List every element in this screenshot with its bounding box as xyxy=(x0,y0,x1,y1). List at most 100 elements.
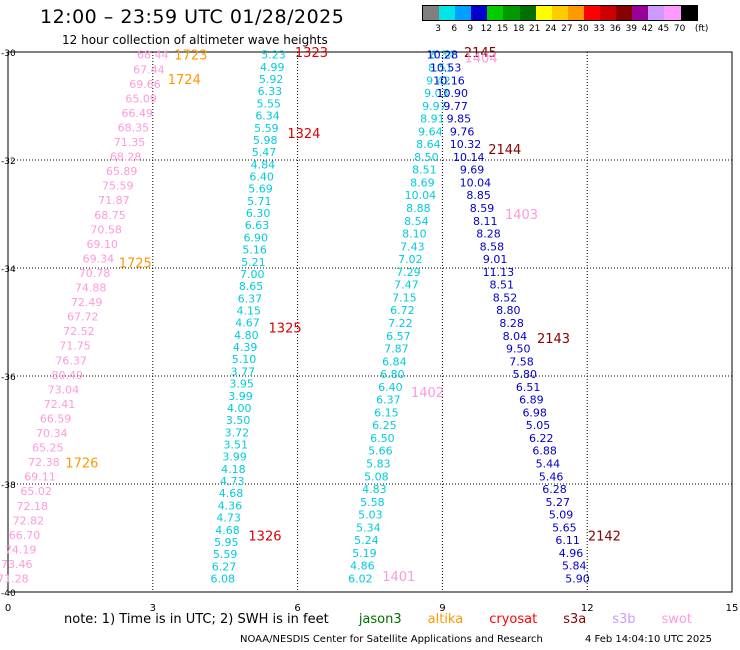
wave-height-value: 5.10 xyxy=(232,353,257,366)
wave-height-value: 6.34 xyxy=(255,110,280,123)
legend-tick-label: 6 xyxy=(451,24,458,34)
wave-height-value: 8.65 xyxy=(239,280,264,293)
wave-height-value: 69.34 xyxy=(83,252,115,265)
wave-height-value: 9.76 xyxy=(450,125,475,138)
wave-height-value: 5.27 xyxy=(546,496,571,509)
legend-tick-label: 42 xyxy=(641,24,654,34)
wave-height-value: 5.59 xyxy=(213,548,238,561)
wave-height-value: 68.35 xyxy=(118,121,150,134)
wave-height-value: 5.98 xyxy=(253,134,278,147)
legend-tick-label: 3 xyxy=(435,24,441,34)
pass-time-label: 2144 xyxy=(488,143,521,158)
wave-height-value: 6.57 xyxy=(386,330,411,343)
pass-time-label: 1325 xyxy=(269,321,302,336)
wave-height-value: 9.77 xyxy=(443,100,468,113)
wave-height-value: 4.99 xyxy=(260,61,285,74)
wave-height-value: 71.35 xyxy=(114,136,146,149)
pass-time-label: 1726 xyxy=(65,456,98,471)
wave-height-value: 10.14 xyxy=(453,151,485,164)
wave-height-value: 73.04 xyxy=(48,383,80,396)
mission-label: jason3 xyxy=(358,612,402,627)
wave-height-value: 4.36 xyxy=(218,499,243,512)
wave-height-value: 72.52 xyxy=(63,325,95,338)
wave-height-value: 8.50 xyxy=(414,151,439,164)
legend-swatch xyxy=(680,6,697,20)
wave-height-value: 9.01 xyxy=(483,253,508,266)
pass-time-label: 1326 xyxy=(248,529,281,544)
wave-height-value: 65.25 xyxy=(32,442,64,455)
wave-height-value: 3.95 xyxy=(229,378,254,391)
wave-height-value: 72.82 xyxy=(13,514,45,527)
wave-height-value: 4.83 xyxy=(362,483,387,496)
wave-height-value: 8.28 xyxy=(499,317,524,330)
wave-height-value: 3.72 xyxy=(225,426,250,439)
wave-height-value: 67.44 xyxy=(133,63,165,76)
wave-height-value: 8.59 xyxy=(470,202,495,215)
wave-height-value: 69.66 xyxy=(129,78,161,91)
y-tick-label: -30 xyxy=(1,49,16,59)
wave-height-value: 4.73 xyxy=(216,512,241,525)
legend-tick-label: 36 xyxy=(609,24,621,34)
wave-height-value: 70.78 xyxy=(79,267,111,280)
wave-height-value: 6.51 xyxy=(516,381,541,394)
wave-height-value: 6.88 xyxy=(532,445,557,458)
wave-height-value: 3.99 xyxy=(228,390,253,403)
footer-credit: NOAA/NESDIS Center for Satellite Applica… xyxy=(240,634,543,645)
wave-height-value: 5.05 xyxy=(526,419,551,432)
wave-height-value: 68.44 xyxy=(137,49,169,62)
wave-height-value: 9.69 xyxy=(460,164,485,177)
wave-height-value: 11.13 xyxy=(483,266,515,279)
wave-height-value: 5.47 xyxy=(252,146,277,159)
wave-height-value: 6.40 xyxy=(249,171,274,184)
wave-height-value: 7.87 xyxy=(384,343,409,356)
wave-height-value: 4.84 xyxy=(251,158,276,171)
wave-height-value: 4.68 xyxy=(215,524,240,537)
wave-height-value: 5.16 xyxy=(242,244,267,257)
wave-height-value: 9.85 xyxy=(447,113,472,126)
wave-height-value: 4.86 xyxy=(350,560,375,573)
wave-height-value: 5.44 xyxy=(536,458,561,471)
mission-label: s3b xyxy=(612,612,636,627)
wave-height-value: 74.88 xyxy=(75,282,107,295)
legend-tick-label: 18 xyxy=(512,24,525,34)
color-legend: 3 6 9 12 15 18 21 24 27 30 33 36 39 42 45 70 (ft) xyxy=(422,5,708,36)
page-subtitle: 12 hour collection of altimeter wave hei… xyxy=(62,33,328,47)
wave-height-value: 8.58 xyxy=(480,240,505,253)
wave-height-value: 8.80 xyxy=(496,304,521,317)
pass-time-label: 2142 xyxy=(588,529,621,544)
mission-label: cryosat xyxy=(489,612,538,627)
pass-time-label: 1401 xyxy=(382,570,415,585)
wave-height-value: 6.84 xyxy=(382,355,407,368)
wave-height-value: 70.34 xyxy=(36,427,68,440)
pass-time-label: 1723 xyxy=(174,49,207,64)
page-title: 12:00 – 23:59 UTC 01/28/2025 xyxy=(40,6,345,28)
plot-frame xyxy=(7,51,733,593)
legend-swatch xyxy=(583,6,601,20)
wave-height-value: 8.51 xyxy=(428,61,453,74)
x-tick-label: 12 xyxy=(581,603,594,614)
wave-height-value: 10.04 xyxy=(405,189,437,202)
y-tick-label: -34 xyxy=(1,265,16,275)
wave-height-value: 5.58 xyxy=(360,496,385,509)
wave-height-value: 8.52 xyxy=(493,291,518,304)
legend-swatch xyxy=(439,6,456,20)
wave-height-value: 7.47 xyxy=(394,279,419,292)
wave-height-value: 65.09 xyxy=(125,92,157,105)
legend-swatch xyxy=(632,6,649,20)
wave-height-value: 5.84 xyxy=(562,560,587,573)
wave-height-value: 6.37 xyxy=(238,292,263,305)
footer-timestamp: 4 Feb 14:04:10 UTC 2025 xyxy=(585,634,712,645)
legend-tick-labels: 3 6 9 12 15 18 21 24 27 30 33 36 39 42 45 70 (ft) xyxy=(422,24,708,36)
wave-height-value: 75.59 xyxy=(102,180,134,193)
x-tick-label: 3 xyxy=(150,603,156,614)
wave-height-value: 7.29 xyxy=(396,266,421,279)
pass-time-label: 2143 xyxy=(537,332,570,347)
wave-height-value: 8.11 xyxy=(473,215,498,228)
wave-height-value: 72.41 xyxy=(44,398,76,411)
wave-height-value: 4.15 xyxy=(236,305,261,318)
wave-height-value: 5.59 xyxy=(254,122,279,135)
wave-height-value: 71.28 xyxy=(0,573,29,586)
wave-height-value: 66.49 xyxy=(121,107,153,120)
legend-tick-label: 15 xyxy=(496,24,509,34)
wave-height-value: 6.28 xyxy=(542,483,567,496)
